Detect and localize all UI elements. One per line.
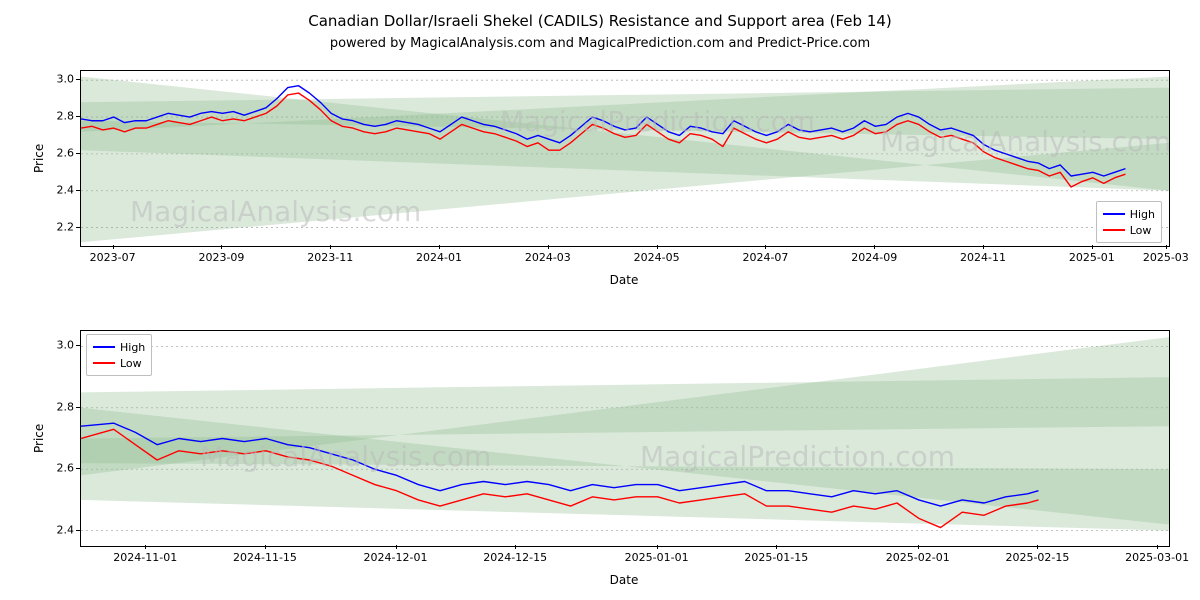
xtick-label: 2025-01-01 [625,551,689,564]
ytick-mark [76,468,80,469]
ytick-label: 2.8 [34,110,74,123]
legend-label: Low [120,357,142,370]
ytick-label: 2.6 [34,146,74,159]
xtick-mark [874,245,875,249]
chart-bottom-xlabel: Date [80,573,1168,587]
legend-swatch [1103,229,1125,231]
ytick-label: 3.0 [34,73,74,86]
xtick-mark [145,545,146,549]
ytick-mark [76,345,80,346]
xtick-mark [657,245,658,249]
xtick-label: 2024-12-01 [364,551,428,564]
xtick-label: 2024-05 [634,251,680,264]
xtick-label: 2024-11 [960,251,1006,264]
ytick-mark [76,116,80,117]
ytick-mark [76,190,80,191]
xtick-label: 2023-09 [198,251,244,264]
xtick-mark [1092,245,1093,249]
xtick-label: 2025-02-15 [1005,551,1069,564]
xtick-mark [113,245,114,249]
legend-label: High [1130,208,1155,221]
xtick-mark [983,245,984,249]
legend-item: Low [1103,222,1155,238]
chart-bottom-ylabel: Price [32,423,46,452]
ytick-mark [76,407,80,408]
ytick-label: 2.4 [34,523,74,536]
legend-item: High [1103,206,1155,222]
xtick-label: 2025-01-15 [744,551,808,564]
xtick-label: 2023-11 [307,251,353,264]
legend-swatch [1103,213,1125,215]
xtick-mark [1166,245,1167,249]
ytick-mark [76,227,80,228]
ytick-mark [76,530,80,531]
ytick-label: 2.4 [34,183,74,196]
legend-label: Low [1130,224,1152,237]
xtick-label: 2024-03 [525,251,571,264]
legend: High Low [1096,201,1162,243]
ytick-label: 2.6 [34,462,74,475]
xtick-mark [765,245,766,249]
xtick-mark [396,545,397,549]
figure: Canadian Dollar/Israeli Shekel (CADILS) … [0,0,1200,600]
xtick-mark [221,245,222,249]
xtick-label: 2025-03 [1143,251,1189,264]
xtick-mark [657,545,658,549]
chart-svg [81,331,1169,546]
xtick-mark [330,245,331,249]
xtick-mark [439,245,440,249]
ytick-mark [76,79,80,80]
xtick-mark [1037,545,1038,549]
legend-swatch [93,362,115,364]
xtick-mark [265,545,266,549]
chart-svg [81,71,1169,246]
legend-label: High [120,341,145,354]
figure-title: Canadian Dollar/Israeli Shekel (CADILS) … [0,12,1200,30]
xtick-label: 2024-12-15 [483,551,547,564]
xtick-mark [515,545,516,549]
xtick-label: 2024-09 [851,251,897,264]
xtick-label: 2024-11-01 [113,551,177,564]
xtick-label: 2025-03-01 [1125,551,1189,564]
legend-item: High [93,339,145,355]
legend-swatch [93,346,115,348]
xtick-mark [1157,545,1158,549]
ytick-label: 3.0 [34,339,74,352]
ytick-label: 2.8 [34,400,74,413]
xtick-label: 2024-11-15 [233,551,297,564]
chart-top [80,70,1170,247]
xtick-mark [548,245,549,249]
xtick-label: 2024-01 [416,251,462,264]
figure-subtitle: powered by MagicalAnalysis.com and Magic… [0,36,1200,51]
xtick-label: 2025-02-01 [886,551,950,564]
chart-bottom [80,330,1170,547]
ytick-mark [76,153,80,154]
legend-item: Low [93,355,145,371]
xtick-label: 2023-07 [90,251,136,264]
chart-top-xlabel: Date [80,273,1168,287]
xtick-mark [918,545,919,549]
xtick-label: 2025-01 [1069,251,1115,264]
ytick-label: 2.2 [34,220,74,233]
xtick-mark [776,545,777,549]
legend: High Low [86,334,152,376]
xtick-label: 2024-07 [742,251,788,264]
